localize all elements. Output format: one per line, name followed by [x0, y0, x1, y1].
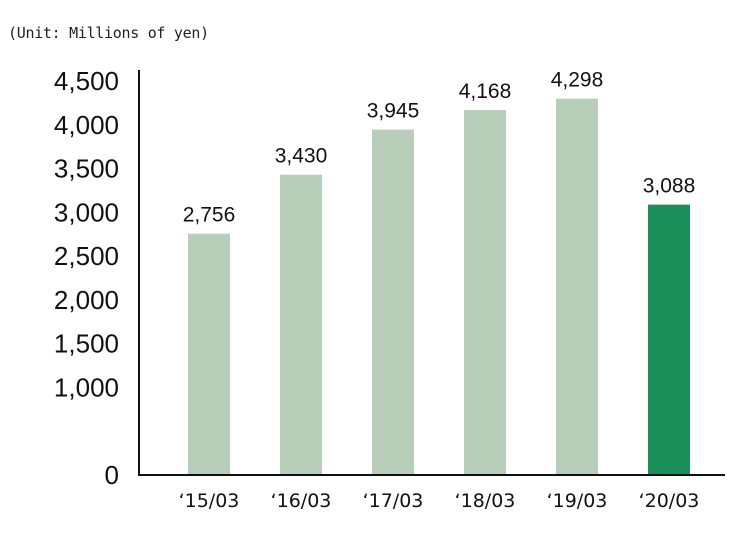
x-tick-label-1: ‘16/03 [271, 490, 332, 512]
x-tick-label-3: ‘18/03 [455, 490, 516, 512]
y-tick-label-6: 3,500 [54, 154, 119, 184]
data-label-5: 3,088 [643, 175, 696, 198]
bar-3 [464, 110, 506, 475]
bar-0 [188, 233, 230, 475]
data-label-0: 2,756 [183, 204, 236, 227]
y-tick-label-7: 4,000 [54, 110, 119, 140]
x-axis-ticks: ‘15/03 ‘16/03 ‘17/03 ‘18/03 ‘19/03 ‘20/03 [179, 490, 700, 512]
data-label-4: 4,298 [551, 69, 604, 92]
bar-1 [280, 174, 322, 475]
x-tick-label-4: ‘19/03 [547, 490, 608, 512]
bars [188, 98, 690, 476]
bar-4 [556, 98, 598, 476]
data-label-1: 3,430 [275, 145, 328, 168]
y-tick-label-1: 1,000 [54, 372, 119, 402]
x-tick-label-0: ‘15/03 [179, 490, 240, 512]
x-tick-label-5: ‘20/03 [639, 490, 700, 512]
y-tick-label-4: 2,500 [54, 241, 119, 271]
data-label-3: 4,168 [459, 80, 512, 103]
bar-2 [372, 129, 414, 476]
data-label-2: 3,945 [367, 100, 420, 123]
y-tick-label-5: 3,000 [54, 197, 119, 227]
y-tick-label-3: 2,000 [54, 285, 119, 315]
y-axis-ticks: 0 1,000 1,500 2,000 2,500 3,000 3,500 4,000 4,50… [54, 66, 119, 490]
data-labels: 2,756 3,430 3,945 4,168 4,298 3,088 [183, 69, 696, 227]
x-tick-label-2: ‘17/03 [363, 490, 424, 512]
y-tick-label-0: 0 [105, 460, 119, 490]
unit-note: (Unit: Millions of yen) [8, 24, 209, 42]
y-tick-label-8: 4,500 [54, 66, 119, 96]
y-tick-label-2: 1,500 [54, 329, 119, 359]
bar-5 [648, 204, 690, 475]
